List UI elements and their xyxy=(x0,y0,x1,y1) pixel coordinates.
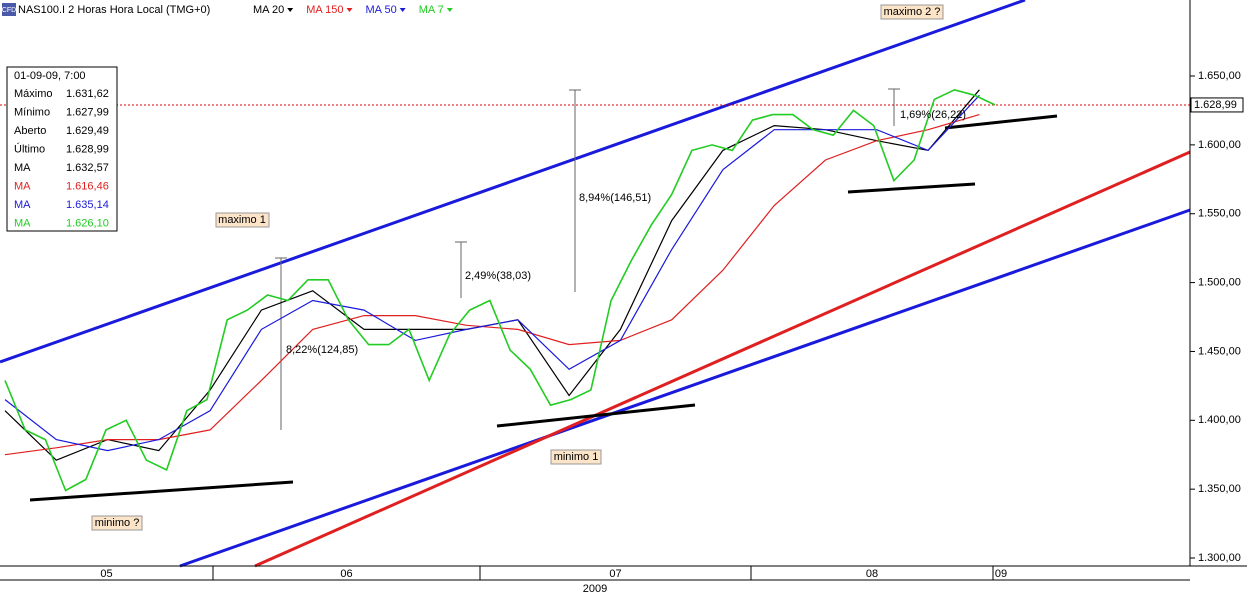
series-line xyxy=(4,114,980,456)
support xyxy=(944,114,1058,130)
info-label: MA xyxy=(14,199,31,211)
y-tick-label: 1.600,00 xyxy=(1198,139,1241,151)
series-line xyxy=(4,88,996,492)
info-label: Máximo xyxy=(14,88,53,100)
y-tick-label: 1.350,00 xyxy=(1198,483,1241,495)
red-trend xyxy=(254,150,1191,568)
info-label: MA xyxy=(14,217,31,229)
x-tick-label: 07 xyxy=(609,568,621,580)
legend-entry[interactable]: MA 7 xyxy=(419,4,444,16)
x-tick-label: 06 xyxy=(340,568,352,580)
info-label: MA xyxy=(14,180,31,192)
info-value: 1.627,99 xyxy=(66,106,109,118)
info-value: 1.626,10 xyxy=(66,217,109,229)
series-line xyxy=(4,94,980,452)
support xyxy=(847,182,976,194)
y-tick-label: 1.500,00 xyxy=(1198,276,1241,288)
annotation-box xyxy=(215,212,270,228)
channel-bottom xyxy=(179,208,1191,568)
info-label: MA xyxy=(14,162,31,174)
annotation: minimo 1 xyxy=(554,451,599,463)
y-tick-label: 1.300,00 xyxy=(1198,552,1241,564)
last-price-box xyxy=(1190,97,1244,113)
info-value: 1.629,49 xyxy=(66,125,109,137)
measure-arrows xyxy=(275,88,900,430)
legend-arrow xyxy=(346,8,353,12)
info-value: 1.632,57 xyxy=(66,162,109,174)
info-rows: Máximo 1.631,62 Mínimo 1.627,99 Aberto 1.629,… xyxy=(14,88,109,230)
info-value: 1.631,62 xyxy=(66,88,109,100)
x-tick-label: 05 xyxy=(100,568,112,580)
legend-arrow xyxy=(399,8,406,12)
x-tick-label: 08 xyxy=(866,568,878,580)
last-price-label: 1.628,99 xyxy=(1194,99,1237,111)
annotation: minimo ? xyxy=(95,517,140,529)
y-tick-label: 1.400,00 xyxy=(1198,414,1241,426)
measure-label: 8,22%(124,85) xyxy=(286,344,358,356)
support xyxy=(29,480,294,502)
annotation-box xyxy=(91,515,143,531)
legend-entry[interactable]: MA 20 xyxy=(253,4,284,16)
measure-label: 8,94%(146,51) xyxy=(579,192,651,204)
x-tick-label: 09 xyxy=(995,568,1007,580)
legend-arrow xyxy=(287,8,294,12)
y-tick-label: 1.550,00 xyxy=(1198,208,1241,220)
info-label: Último xyxy=(14,142,45,155)
legend-entry[interactable]: MA 150 xyxy=(306,4,343,16)
legend: MA 20 MA 150 MA 50 MA 7 xyxy=(253,4,453,16)
annotation-box xyxy=(550,449,602,465)
annotation: maximo 1 xyxy=(218,214,266,226)
badge xyxy=(2,3,16,16)
info-box xyxy=(6,66,118,232)
info-label: Mínimo xyxy=(14,106,50,118)
y-tick-label: 1.650,00 xyxy=(1198,70,1241,82)
info-label: Aberto xyxy=(14,125,46,137)
year-label: 2009 xyxy=(583,583,607,595)
legend-arrow xyxy=(446,8,453,12)
info-value: 1.616,46 xyxy=(66,180,109,192)
symbol-title[interactable]: NAS100.I 2 Horas Hora Local (TMG+0) xyxy=(18,4,210,16)
measure-label: 1,69%(26,22) xyxy=(900,109,966,121)
channel-top xyxy=(0,0,1026,364)
plot xyxy=(0,88,1190,492)
y-tick-label: 1.450,00 xyxy=(1198,345,1241,357)
annotation-box xyxy=(880,4,944,20)
measure-label: 2,49%(38,03) xyxy=(465,270,531,282)
annotation: maximo 2 ? xyxy=(884,6,941,18)
support xyxy=(496,403,696,428)
badge-text: CFD xyxy=(2,7,16,14)
legend-entry[interactable]: MA 50 xyxy=(366,4,397,16)
info-value: 1.628,99 xyxy=(66,143,109,155)
info-date: 01-09-09, 7:00 xyxy=(14,70,86,82)
month-separators xyxy=(212,566,994,580)
info-value: 1.635,14 xyxy=(66,199,109,211)
